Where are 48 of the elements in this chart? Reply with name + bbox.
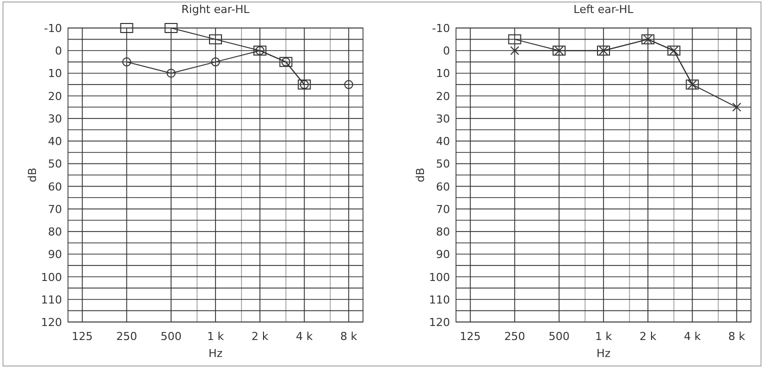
y-axis-title: dB	[26, 168, 39, 182]
x-tick-label: 250	[116, 330, 138, 343]
x-tick-label: 125	[460, 330, 481, 343]
y-tick-label: 120	[429, 316, 450, 329]
y-tick-label: 30	[48, 112, 62, 126]
y-tick-label: 40	[436, 135, 450, 148]
y-tick-label: 60	[48, 180, 62, 194]
y-tick-label: 0	[55, 44, 62, 58]
y-tick-label: 100	[41, 270, 62, 284]
x-tick-label: 500	[548, 330, 570, 343]
y-tick-label: 90	[48, 248, 62, 262]
y-tick-label: 70	[436, 202, 450, 216]
y-tick-label: 110	[429, 293, 450, 306]
y-tick-label: 60	[436, 180, 450, 194]
x-tick-label: 8 k	[340, 330, 358, 343]
y-tick-label: 80	[48, 226, 62, 239]
x-axis-title: Hz	[596, 347, 611, 360]
y-tick-label: 10	[48, 67, 62, 80]
y-tick-label: 70	[48, 202, 62, 216]
x-tick-label: 500	[160, 330, 182, 343]
y-tick-label: 0	[443, 44, 450, 58]
x-axis-title: Hz	[208, 347, 223, 360]
y-tick-label: 20	[48, 90, 62, 103]
x-tick-label: 2 k	[251, 330, 269, 343]
y-tick-label: -10	[44, 22, 62, 35]
chart-title: Left ear-HL	[574, 3, 634, 16]
y-tick-label: 50	[436, 158, 450, 171]
x-tick-label: 1 k	[207, 330, 225, 343]
y-tick-label: 90	[436, 248, 450, 262]
y-tick-label: 120	[41, 316, 62, 329]
y-tick-label: -10	[432, 22, 450, 35]
y-tick-label: 40	[48, 135, 62, 148]
x-tick-label: 1 k	[595, 330, 613, 343]
x-tick-label: 250	[504, 330, 526, 343]
y-tick-label: 10	[436, 67, 450, 80]
y-tick-label: 110	[41, 293, 62, 306]
y-tick-label: 80	[436, 226, 450, 239]
chart-title: Right ear-HL	[181, 3, 250, 16]
y-tick-label: 30	[436, 112, 450, 126]
x-tick-label: 125	[72, 330, 93, 343]
x-tick-label: 4 k	[296, 330, 314, 343]
y-axis-title: dB	[414, 168, 427, 182]
x-tick-label: 2 k	[639, 330, 657, 343]
x-tick-label: 8 k	[728, 330, 746, 343]
y-tick-label: 20	[436, 90, 450, 103]
y-tick-label: 50	[48, 158, 62, 171]
x-tick-label: 4 k	[684, 330, 702, 343]
y-tick-label: 100	[429, 270, 450, 284]
